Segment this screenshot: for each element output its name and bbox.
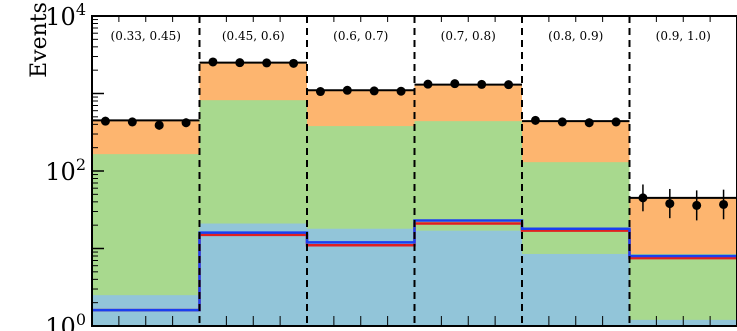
data-point — [665, 199, 675, 209]
y-axis-label: Events — [27, 2, 52, 78]
stack-bar — [629, 253, 737, 326]
bin-range-label: (0.6, 0.7) — [333, 29, 388, 43]
data-point — [423, 79, 433, 89]
bin-range-label: (0.45, 0.6) — [222, 29, 285, 43]
data-point — [504, 80, 514, 90]
data-point — [719, 199, 729, 209]
data-point — [450, 79, 460, 89]
data-point — [584, 118, 594, 128]
data-point — [181, 118, 191, 128]
data-point — [127, 117, 137, 127]
bin-labels-layer: (0.33, 0.45) (0.45, 0.6) (0.6, 0.7) (0.7, 0… — [111, 29, 711, 43]
data-point — [557, 117, 567, 127]
bin-range-label: (0.9, 1.0) — [656, 29, 711, 43]
data-point — [289, 58, 299, 68]
bin-range-label: (0.8, 0.9) — [548, 29, 603, 43]
data-point — [530, 115, 540, 125]
data-point — [396, 86, 406, 96]
data-point — [235, 58, 245, 68]
data-point — [638, 193, 648, 203]
y-tick-label: 104 — [45, 0, 86, 31]
data-point — [611, 117, 621, 127]
stack-bar — [522, 253, 630, 326]
data-point — [369, 86, 379, 96]
y-tick-label: 100 — [45, 310, 86, 331]
axes-layer: 100 102 104 — [45, 0, 737, 331]
bin-range-label: (0.7, 0.8) — [441, 29, 496, 43]
bin-range-label: (0.33, 0.45) — [111, 29, 181, 43]
bin-dividers-layer — [198, 16, 631, 326]
y-tick-label: 102 — [45, 155, 86, 186]
data-point — [692, 200, 702, 210]
stack-bar — [414, 230, 522, 326]
data-point — [154, 120, 164, 130]
data-point — [262, 58, 272, 68]
data-point — [315, 87, 325, 97]
data-point — [100, 116, 110, 126]
data-point — [477, 79, 487, 89]
data-point — [342, 85, 352, 95]
data-points-layer — [100, 57, 729, 221]
stack-bars-layer — [92, 61, 737, 327]
data-point — [208, 57, 218, 67]
stack-bar — [199, 223, 307, 326]
